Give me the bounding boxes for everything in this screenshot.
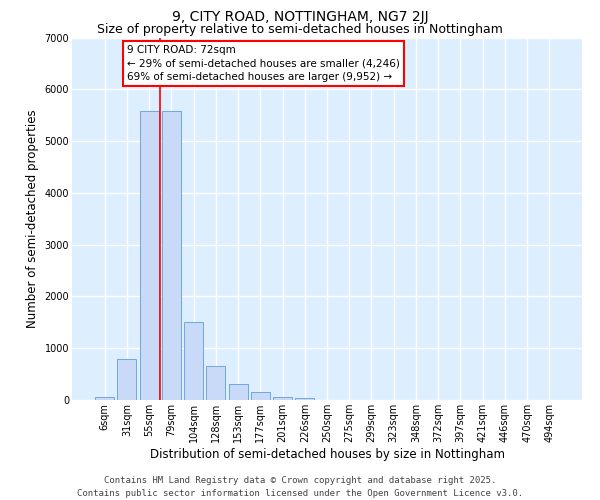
- Bar: [184, 322, 203, 400]
- Y-axis label: Number of semi-detached properties: Number of semi-detached properties: [26, 110, 39, 328]
- Text: Size of property relative to semi-detached houses in Nottingham: Size of property relative to semi-detach…: [97, 22, 503, 36]
- X-axis label: Distribution of semi-detached houses by size in Nottingham: Distribution of semi-detached houses by …: [149, 448, 505, 461]
- Text: 9 CITY ROAD: 72sqm
← 29% of semi-detached houses are smaller (4,246)
69% of semi: 9 CITY ROAD: 72sqm ← 29% of semi-detache…: [127, 46, 400, 82]
- Bar: [118, 358, 136, 400]
- Bar: [162, 111, 181, 400]
- Bar: [273, 398, 292, 400]
- Bar: [251, 392, 270, 400]
- Bar: [95, 398, 114, 400]
- Bar: [206, 366, 225, 400]
- Text: Contains HM Land Registry data © Crown copyright and database right 2025.
Contai: Contains HM Land Registry data © Crown c…: [77, 476, 523, 498]
- Bar: [229, 384, 248, 400]
- Text: 9, CITY ROAD, NOTTINGHAM, NG7 2JJ: 9, CITY ROAD, NOTTINGHAM, NG7 2JJ: [172, 10, 428, 24]
- Bar: [140, 111, 158, 400]
- Bar: [295, 398, 314, 400]
